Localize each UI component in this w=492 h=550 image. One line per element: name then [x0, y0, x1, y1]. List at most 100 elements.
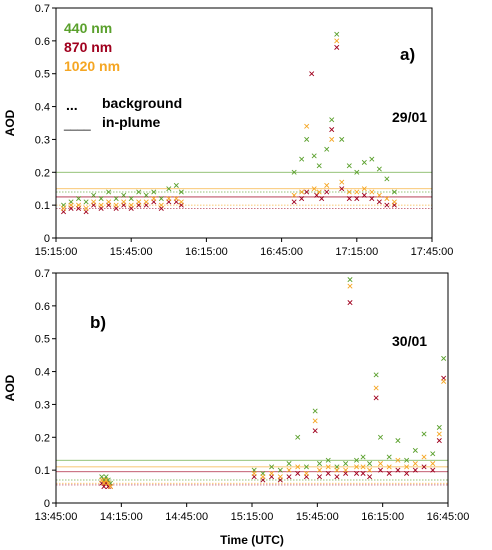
data-point-440-nm — [386, 454, 392, 460]
data-point-1020-nm — [68, 202, 74, 208]
data-point-1020-nm — [166, 196, 172, 202]
data-point-1020-nm — [412, 461, 418, 467]
data-point-1020-nm — [430, 461, 436, 467]
y-tick-label: 0.7 — [35, 268, 50, 280]
data-point-440-nm — [299, 156, 305, 162]
data-point-440-nm — [83, 199, 89, 205]
data-point-440-nm — [367, 461, 373, 467]
panel-b-points — [99, 277, 447, 490]
data-point-440-nm — [436, 424, 442, 430]
y-tick-label: 0.2 — [35, 432, 50, 444]
data-point-870-nm — [377, 467, 384, 473]
panel-b: 00.10.20.30.40.50.60.7 13:45:00 14:15:00 1… — [3, 268, 469, 547]
data-point-440-nm — [325, 457, 331, 463]
data-point-1020-nm — [251, 470, 257, 476]
data-point-870-nm — [376, 199, 382, 205]
data-point-1020-nm — [369, 189, 375, 195]
data-point-440-nm — [158, 196, 164, 202]
data-point-1020-nm — [98, 202, 104, 208]
data-point-870-nm — [436, 438, 442, 444]
data-point-1020-nm — [316, 467, 323, 473]
legend-background-symbol: ... — [66, 97, 78, 113]
data-point-440-nm — [291, 169, 297, 175]
data-point-440-nm — [304, 136, 310, 142]
panel-a: 00.10.20.30.40.50.60.7 15:15:00 15:45:00 1… — [3, 3, 453, 258]
panel-b-reference-lines — [56, 459, 448, 486]
data-point-1020-nm — [395, 457, 401, 463]
data-point-1020-nm — [299, 189, 305, 195]
data-point-440-nm — [361, 159, 367, 165]
data-point-1020-nm — [339, 179, 345, 185]
data-point-870-nm — [329, 127, 335, 133]
panel-b-x-ticks: 13:45:00 14:15:00 14:45:00 15:15:00 15:45:00… — [35, 503, 470, 523]
data-point-1020-nm — [101, 480, 107, 486]
data-point-870-nm — [412, 467, 418, 473]
data-point-1020-nm — [83, 205, 89, 211]
y-tick-label: 0.6 — [35, 36, 50, 48]
y-tick-label: 0.2 — [35, 167, 50, 179]
data-point-1020-nm — [347, 283, 353, 289]
data-point-440-nm — [391, 189, 397, 195]
data-point-1020-nm — [329, 136, 335, 142]
x-tick-label: 16:15:00 — [185, 246, 228, 258]
data-point-440-nm — [143, 192, 149, 198]
panel-a-y-ticks: 0 0.1 0.2 0.3 0.4 0.5 0.6 0.7 — [35, 3, 56, 245]
data-point-440-nm — [91, 192, 97, 198]
data-point-870-nm — [312, 428, 318, 434]
data-point-440-nm — [295, 434, 301, 440]
data-point-870-nm — [291, 199, 297, 205]
data-point-1020-nm — [76, 202, 82, 208]
x-tick-label: 17:45:00 — [411, 246, 454, 258]
data-point-440-nm — [277, 467, 283, 473]
y-tick-label: 0.7 — [35, 3, 50, 15]
panel-a-frame — [55, 7, 433, 239]
data-point-440-nm — [76, 196, 82, 202]
x-axis-label: Time (UTC) — [220, 533, 284, 547]
data-point-1020-nm — [291, 192, 297, 198]
data-point-440-nm — [339, 136, 345, 142]
x-tick-label: 16:45:00 — [427, 511, 470, 523]
panel-b-date: 30/01 — [392, 333, 427, 349]
legend-870: 870 nm — [64, 39, 112, 55]
panel-b-ylabel: AOD — [3, 374, 17, 401]
panel-a-label: a) — [400, 45, 415, 64]
data-point-1020-nm — [269, 470, 275, 476]
data-point-440-nm — [316, 163, 322, 169]
data-point-1020-nm — [107, 484, 113, 490]
data-point-1020-nm — [128, 202, 134, 208]
data-point-440-nm — [286, 461, 292, 467]
data-point-870-nm — [334, 44, 340, 50]
x-tick-label: 14:45:00 — [165, 511, 208, 523]
data-point-440-nm — [354, 169, 360, 175]
x-tick-label: 17:15:00 — [335, 246, 378, 258]
x-tick-label: 16:15:00 — [361, 511, 404, 523]
data-point-440-nm — [311, 153, 317, 159]
data-point-870-nm — [347, 300, 353, 306]
data-point-1020-nm — [178, 199, 184, 205]
data-point-440-nm — [178, 189, 184, 195]
data-point-440-nm — [98, 196, 104, 202]
data-point-870-nm — [334, 474, 340, 480]
x-tick-label: 15:45:00 — [110, 246, 153, 258]
data-point-1020-nm — [421, 454, 427, 460]
data-point-440-nm — [346, 163, 352, 169]
data-point-1020-nm — [260, 474, 266, 480]
data-point-440-nm — [324, 146, 330, 152]
data-point-440-nm — [377, 434, 384, 440]
data-point-870-nm — [299, 196, 305, 202]
data-point-1020-nm — [386, 464, 392, 470]
data-point-1020-nm — [334, 467, 340, 473]
data-point-440-nm — [354, 457, 360, 463]
data-point-870-nm — [286, 474, 292, 480]
panel-a-ylabel: AOD — [3, 109, 17, 136]
data-point-870-nm — [325, 470, 331, 476]
data-point-1020-nm — [325, 464, 331, 470]
legend: 440 nm 870 nm 1020 nm ... background ___… — [63, 20, 182, 131]
data-point-1020-nm — [312, 418, 318, 424]
y-tick-label: 0.5 — [35, 334, 50, 346]
data-point-1020-nm — [354, 189, 360, 195]
legend-in-plume-label: in-plume — [102, 114, 161, 130]
data-point-870-nm — [354, 470, 360, 476]
data-point-1020-nm — [311, 186, 317, 192]
data-point-1020-nm — [91, 199, 97, 205]
